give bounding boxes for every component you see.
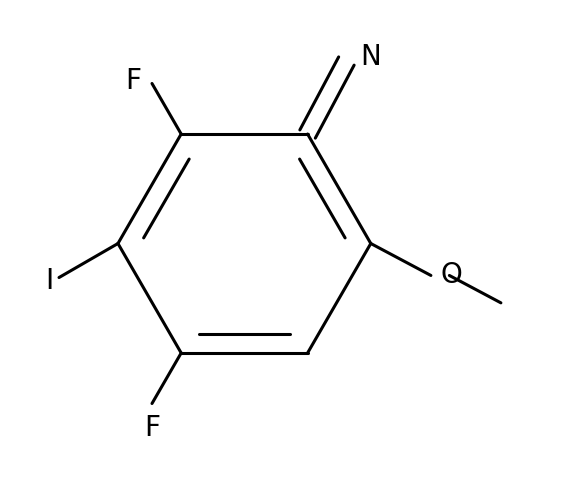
Text: F: F: [144, 413, 160, 441]
Text: I: I: [45, 266, 53, 294]
Text: F: F: [125, 66, 141, 94]
Text: O: O: [441, 261, 462, 288]
Text: N: N: [360, 43, 381, 71]
